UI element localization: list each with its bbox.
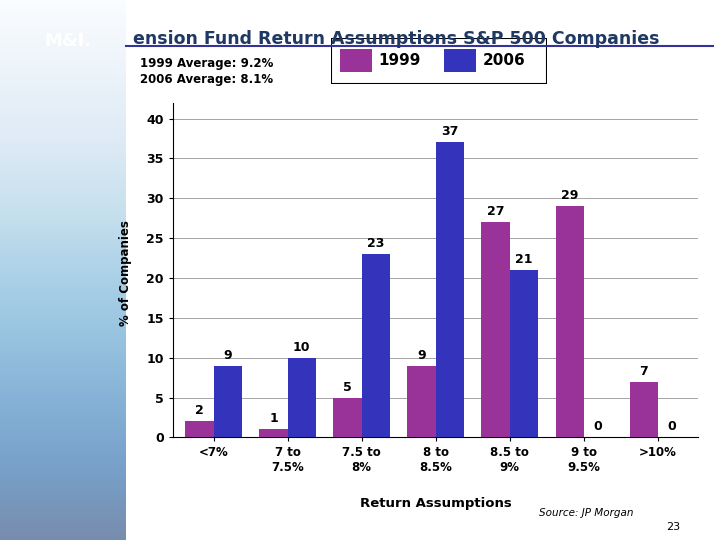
Text: 10: 10 (293, 341, 310, 354)
Text: 1999 Average: 9.2%: 1999 Average: 9.2% (140, 57, 274, 70)
Text: 27: 27 (487, 205, 504, 218)
Text: Source: JP Morgan: Source: JP Morgan (539, 508, 634, 518)
Text: 37: 37 (441, 125, 459, 138)
Text: 0: 0 (667, 421, 676, 434)
Text: 0: 0 (593, 421, 602, 434)
Text: Return Assumptions: Return Assumptions (360, 497, 511, 510)
Bar (259, 429, 287, 437)
Text: 2006: 2006 (482, 53, 525, 68)
Text: 9: 9 (417, 349, 426, 362)
Text: 5: 5 (343, 381, 352, 394)
Text: 21: 21 (515, 253, 533, 266)
Text: 1: 1 (269, 413, 278, 426)
Text: ension Fund Return Assumptions S&P 500 Companies: ension Fund Return Assumptions S&P 500 C… (133, 30, 660, 48)
Bar (340, 49, 372, 72)
Text: 29: 29 (561, 189, 578, 202)
Text: 2006 Average: 8.1%: 2006 Average: 8.1% (140, 73, 274, 86)
Text: 2: 2 (195, 404, 204, 417)
Text: M&I.: M&I. (45, 31, 92, 50)
Bar (436, 143, 464, 437)
Bar (408, 366, 436, 437)
Text: 9: 9 (223, 349, 232, 362)
Bar (287, 357, 315, 437)
Bar (629, 382, 657, 437)
Bar (556, 206, 584, 437)
Bar (444, 49, 476, 72)
Text: 1999: 1999 (379, 53, 421, 68)
Bar (510, 270, 538, 437)
Bar (361, 254, 390, 437)
FancyBboxPatch shape (331, 38, 547, 84)
Text: 23: 23 (367, 237, 384, 250)
Bar (214, 366, 242, 437)
Text: % of Companies: % of Companies (120, 220, 132, 326)
Text: 23: 23 (666, 522, 680, 532)
Text: 7: 7 (639, 364, 648, 377)
Bar (333, 397, 361, 437)
Bar (482, 222, 510, 437)
Bar (185, 421, 214, 437)
